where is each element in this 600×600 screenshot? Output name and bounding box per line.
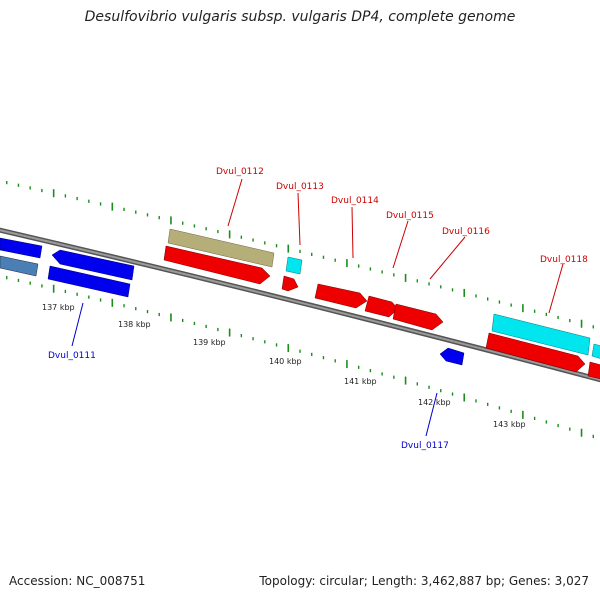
label-leader-lines: [71, 178, 564, 437]
map-title: Desulfovibrio vulgaris subsp. vulgaris D…: [84, 9, 516, 25]
feature-reverse-left-1[interactable]: [0, 237, 43, 259]
scale-label-143: 143 kbp: [493, 420, 526, 429]
scale-label-138: 138 kbp: [118, 320, 151, 329]
feature-forward-right-edge[interactable]: [587, 361, 600, 380]
scale-label-137: 137 kbp: [42, 303, 75, 312]
feature-steelblue-left[interactable]: [0, 255, 39, 277]
gene-label-dvul0113[interactable]: Dvul_0113: [276, 182, 324, 192]
gene-label-dvul0118[interactable]: Dvul_0118: [540, 255, 588, 265]
feature-forward-dvul0118[interactable]: [485, 332, 586, 373]
outer-tick-ring: [6, 181, 594, 329]
feature-reverse-dvul0117[interactable]: [439, 347, 465, 366]
feature-rna-right-edge[interactable]: [591, 343, 600, 360]
gene-label-dvul0117[interactable]: Dvul_0117: [401, 441, 449, 451]
gene-label-dvul0112[interactable]: Dvul_0112: [216, 167, 264, 177]
feature-forward-dvul0116[interactable]: [392, 303, 444, 331]
feature-tan-dvul0112[interactable]: [167, 228, 275, 268]
scale-label-142: 142 kbp: [418, 398, 451, 407]
gene-label-dvul0116[interactable]: Dvul_0116: [442, 227, 490, 237]
feature-reverse-dvul0111[interactable]: [47, 265, 131, 298]
accession-text: Accession: NC_008751: [9, 574, 146, 588]
scale-label-141: 141 kbp: [344, 377, 377, 386]
inner-tick-ring: [6, 276, 594, 438]
feature-rna-dvul0113[interactable]: [285, 256, 303, 275]
feature-forward-dvul0114[interactable]: [314, 283, 368, 309]
gene-label-dvul0114[interactable]: Dvul_0114: [331, 196, 379, 206]
gene-label-dvul0115[interactable]: Dvul_0115: [386, 211, 434, 221]
topology-summary: Topology: circular; Length: 3,462,887 bp…: [259, 574, 589, 588]
feature-forward-dvul0115[interactable]: [364, 295, 399, 318]
feature-rna-dvul0118[interactable]: [491, 313, 591, 356]
scale-label-140: 140 kbp: [269, 357, 302, 366]
scale-label-139: 139 kbp: [193, 338, 226, 347]
gene-label-dvul0111[interactable]: Dvul_0111: [48, 351, 96, 361]
feature-reverse-dvul0111-upper[interactable]: [51, 249, 135, 281]
feature-forward-dvul0113[interactable]: [281, 275, 299, 292]
feature-forward-dvul0112[interactable]: [163, 245, 271, 285]
